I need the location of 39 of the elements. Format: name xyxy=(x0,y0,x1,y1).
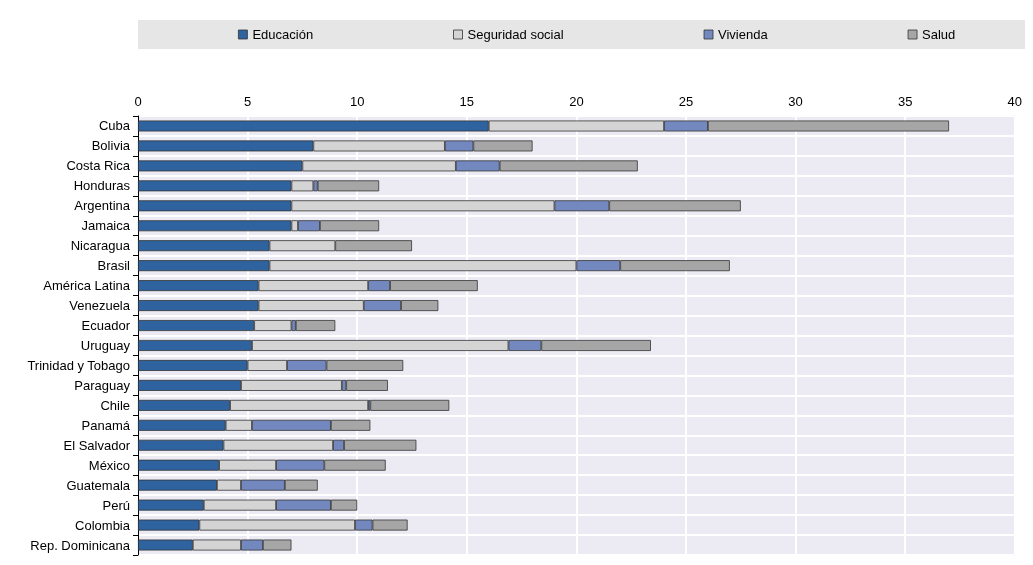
y-tick-label: Colombia xyxy=(75,517,131,533)
legend-label: Salud xyxy=(922,27,956,42)
y-tick-label: Bolivia xyxy=(91,138,131,154)
y-tick-label: Ecuador xyxy=(81,318,131,334)
y-tick-label: Paraguay xyxy=(74,377,131,393)
y-tick-label: América Latina xyxy=(43,278,131,294)
y-tick-label: México xyxy=(88,457,130,473)
bar xyxy=(370,399,450,411)
x-tick-label: 20 xyxy=(569,94,584,109)
x-tick-label: 5 xyxy=(243,94,252,109)
y-tick-label: Cuba xyxy=(98,118,131,134)
x-tick-label: 10 xyxy=(349,94,365,109)
bar xyxy=(317,180,380,192)
y-tick-label: Guatemala xyxy=(66,477,131,493)
x-tick-label: 40 xyxy=(1007,94,1022,109)
legend-label: Seguridad social xyxy=(467,27,564,42)
y-tick-label: Brasil xyxy=(97,258,131,274)
bar xyxy=(295,320,336,332)
y-tick-label: Costa Rica xyxy=(66,158,131,174)
y-tick-label: Perú xyxy=(102,497,130,513)
x-tick-label: 0 xyxy=(134,94,142,109)
legend-label: Vivienda xyxy=(718,27,769,42)
bar xyxy=(346,379,388,391)
y-tick-label: Argentina xyxy=(74,198,131,214)
x-tick-label: 30 xyxy=(788,94,803,109)
legend-label: Educación xyxy=(252,27,314,42)
y-tick-label: Rep. Dominicana xyxy=(30,537,131,553)
y-tick-label: Uruguay xyxy=(80,337,131,353)
y-tick-label: Jamaica xyxy=(81,218,131,234)
y-tick-label: Trinidad y Tobago xyxy=(27,357,130,373)
x-tick-label: 35 xyxy=(897,94,913,109)
y-tick-label: Nicaragua xyxy=(70,238,131,254)
y-tick-label: Honduras xyxy=(73,178,131,194)
x-tick-label: 15 xyxy=(459,94,475,109)
y-tick-label: Venezuela xyxy=(69,298,131,314)
y-tick-label: Panamá xyxy=(81,417,131,433)
x-tick-label: 25 xyxy=(678,94,694,109)
y-tick-label: El Salvador xyxy=(63,437,131,453)
y-tick-label: Chile xyxy=(100,397,130,413)
